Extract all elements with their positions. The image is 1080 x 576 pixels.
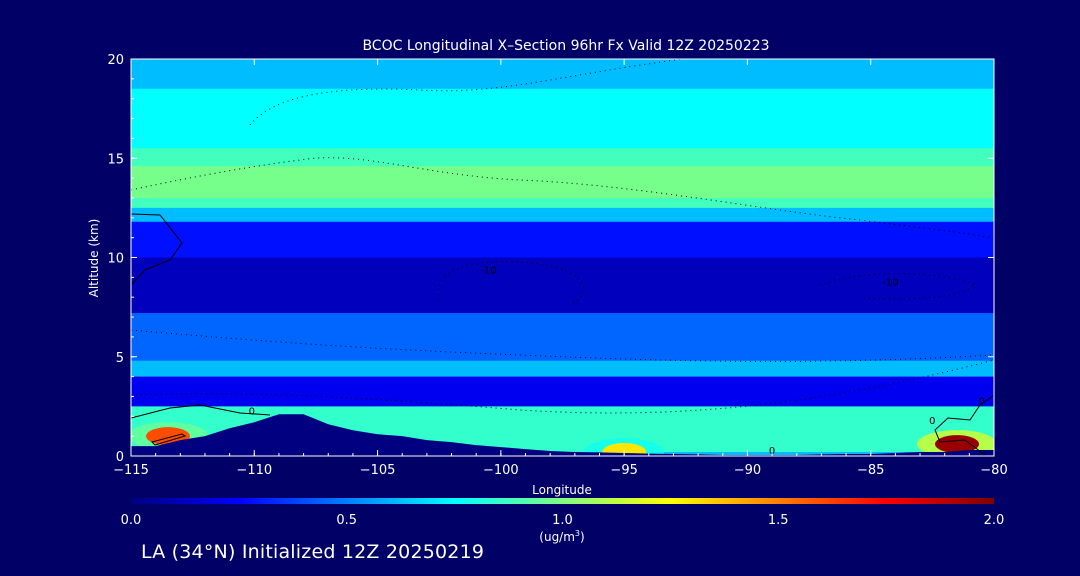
contour-lines [131,59,994,456]
plot-area: 0 -10 -10 0 0 0 [131,59,994,457]
colorbar-tick-label-2: 1.0 [552,513,573,528]
colorbar-tick-label-4: 2.0 [984,513,1005,528]
footer-init-label: LA (34°N) Initialized 12Z 20250219 [141,541,485,563]
y-tick-label-0: 0 [116,450,124,465]
colorbar-tick-label-0: 0.0 [121,513,142,528]
contour-dotted-mid [131,329,994,362]
x-axis-label: Longitude [532,483,592,497]
x-tick-label-0: −115 [113,463,149,478]
y-tick-label-2: 10 [107,252,124,267]
x-tick-label-2: −105 [360,463,396,478]
contour-solid-left-upper [131,213,183,286]
x-tick-label-3: −100 [483,463,519,478]
x-tick-label-6: −85 [857,463,884,478]
concentration-hotspots [131,422,994,456]
y-tick-label-1: 5 [116,351,124,366]
y-tick-label-4: 20 [107,53,124,68]
contour-label-2: -10 [882,277,898,288]
contour-labels: 0 -10 -10 0 0 0 [249,265,985,457]
colorbar [131,498,994,504]
colorbar-unit: (ug/m3) [539,529,584,544]
colorbar-ticks: 0.0 0.5 1.0 1.5 2.0 [121,513,1005,528]
contour-solid-left-loop [151,433,187,446]
contour-label-1: -10 [480,265,496,276]
terrain-mask [131,414,994,456]
y-axis: 0 5 10 15 20 [107,53,994,465]
contour-solid-left-lower [131,404,271,419]
contour-dotted-top [249,59,687,126]
y-tick-label-3: 15 [107,152,124,167]
contour-label-0: 0 [249,406,255,417]
x-tick-label-1: −110 [236,463,272,478]
contour-solid-right [934,394,994,456]
x-tick-label-7: −80 [980,463,1007,478]
colorbar-tick-label-1: 0.5 [336,513,357,528]
concentration-layers [131,59,994,456]
y-axis-label: Altitude (km) [87,219,101,298]
x-tick-label-4: −95 [610,463,637,478]
hotspot-core-1 [935,435,980,454]
concentration-band-6 [131,313,994,361]
x-tick-label-5: −90 [734,463,761,478]
contour-label-5: 0 [978,396,984,407]
concentration-band-5 [131,257,994,318]
x-axis: −115 −110 −105 −100 −95 −90 −85 −80 [113,59,1008,478]
contour-label-4: 0 [929,416,935,427]
contour-label-3: 0 [769,446,775,457]
colorbar-tick-label-3: 1.5 [768,513,789,528]
chart-title: BCOC Longitudinal X–Section 96hr Fx Vali… [362,38,769,54]
